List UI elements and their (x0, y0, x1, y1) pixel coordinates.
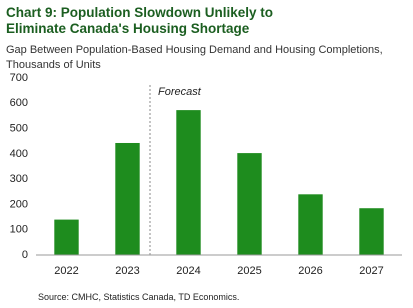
y-tick-label: 0 (22, 249, 28, 261)
chart-subtitle: Gap Between Population-Based Housing Dem… (6, 44, 383, 71)
y-tick-label: 700 (10, 72, 28, 84)
y-tick-label: 300 (10, 173, 28, 185)
bar (115, 142, 140, 255)
chart-title: Chart 9: Population Slowdown Unlikely to… (6, 5, 274, 36)
x-tick-label: 2027 (359, 265, 383, 277)
bar (298, 194, 323, 255)
source-note: Source: CMHC, Statistics Canada, TD Econ… (38, 292, 240, 302)
x-tick-label: 2026 (298, 265, 322, 277)
y-tick-label: 400 (10, 148, 28, 160)
x-tick-label: 2024 (176, 265, 200, 277)
y-tick-label: 500 (10, 122, 28, 134)
y-tick-label: 100 (10, 224, 28, 236)
annotation: Forecast (158, 86, 202, 98)
bar (359, 208, 384, 255)
x-tick-label: 2023 (115, 265, 139, 277)
bar (237, 153, 262, 255)
y-tick-label: 600 (10, 97, 28, 109)
bar (176, 110, 201, 255)
y-tick-label: 200 (10, 198, 28, 210)
bar (54, 219, 79, 255)
x-tick-label: 2022 (54, 265, 78, 277)
x-tick-label: 2025 (237, 265, 261, 277)
